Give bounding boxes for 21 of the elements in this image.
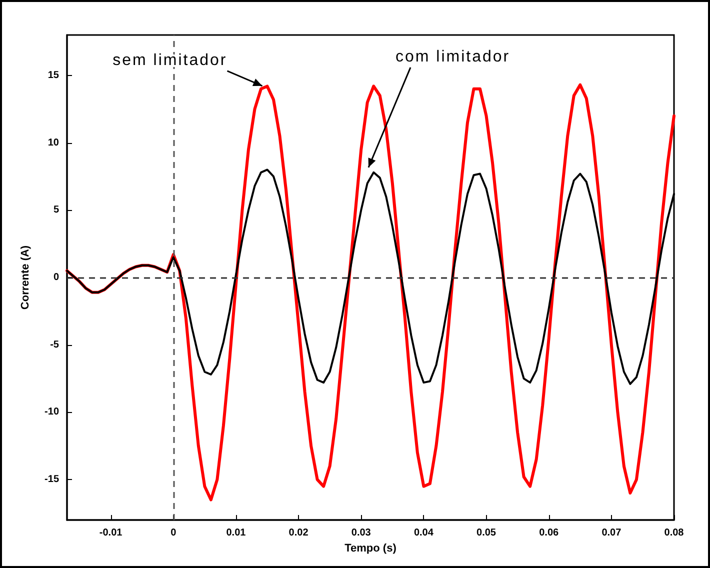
x-tick-label: -0.01 bbox=[99, 528, 123, 538]
x-tick-label: 0.02 bbox=[288, 528, 309, 538]
y-tick-label: 10 bbox=[48, 137, 60, 148]
y-axis-title: Corrente (A) bbox=[20, 245, 32, 310]
x-tick-label: 0 bbox=[170, 528, 177, 538]
annotation: com limitador bbox=[396, 48, 510, 66]
x-tick-label: 0.03 bbox=[351, 528, 372, 538]
y-tick-label: -15 bbox=[44, 474, 60, 486]
x-axis-title: Tempo (s) bbox=[344, 542, 397, 554]
x-tick-label: 0.04 bbox=[414, 528, 434, 538]
x-tick-label: 0.01 bbox=[226, 528, 246, 538]
y-tick-label: 15 bbox=[48, 70, 60, 81]
y-tick-label: -5 bbox=[50, 339, 60, 350]
x-tick-label: 0.06 bbox=[539, 528, 560, 538]
y-tick-label: 5 bbox=[53, 204, 60, 216]
y-tick-label: 0 bbox=[53, 272, 60, 283]
x-tick-label: 0.07 bbox=[602, 528, 622, 538]
x-tick-label: 0.08 bbox=[664, 528, 684, 538]
x-tick-label: 0.05 bbox=[476, 528, 496, 538]
annotation: sem limitador bbox=[112, 52, 228, 69]
y-tick-label: -10 bbox=[44, 406, 60, 418]
